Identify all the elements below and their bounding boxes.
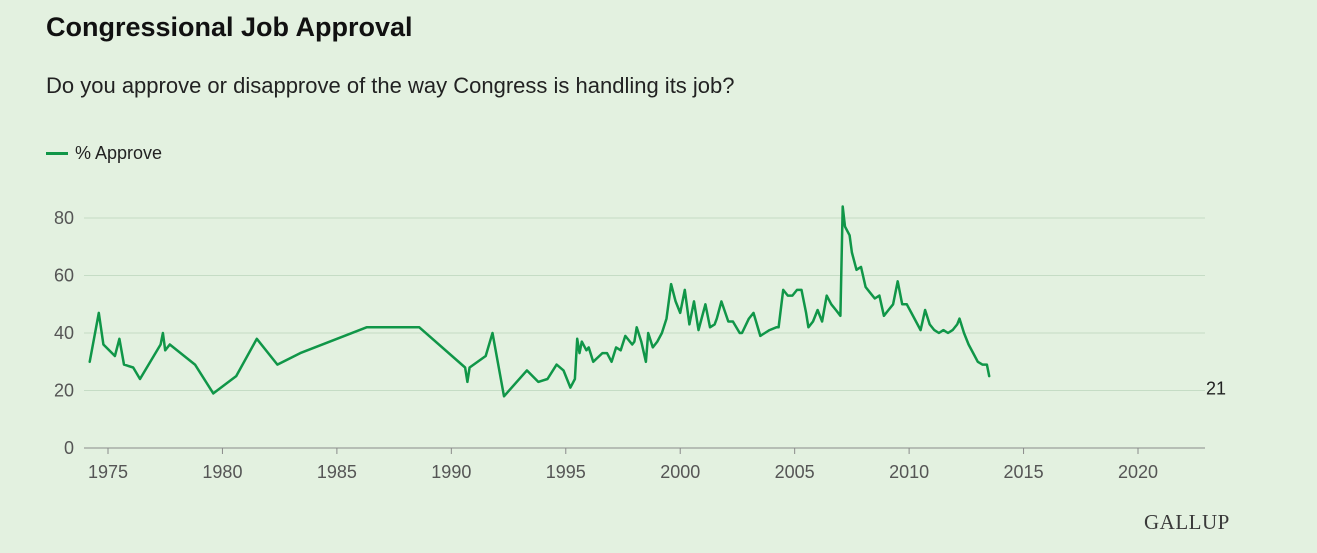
- series: [88, 205, 991, 398]
- x-tick-label: 2010: [889, 462, 929, 482]
- gallup-logo: GALLUP: [1144, 510, 1230, 534]
- chart-subtitle: Do you approve or disapprove of the way …: [46, 73, 735, 98]
- x-tick-label: 1995: [546, 462, 586, 482]
- legend: % Approve: [46, 143, 162, 164]
- y-tick-label: 40: [54, 323, 74, 343]
- x-tick-label: 2005: [775, 462, 815, 482]
- x-tick-label: 1985: [317, 462, 357, 482]
- x-tick-label: 2000: [660, 462, 700, 482]
- series-line-approve: [88, 205, 991, 398]
- legend-swatch: [46, 152, 68, 155]
- gridlines: [84, 217, 1205, 391]
- x-tick-label: 1990: [431, 462, 471, 482]
- axes: [84, 447, 1205, 454]
- y-tick-label: 0: [64, 438, 74, 458]
- labels: 0 20 40 60 80 1975 1980 1985 1990 1995 2000 2005 201…: [54, 208, 1226, 482]
- x-tick-label: 2020: [1118, 462, 1158, 482]
- x-tick-label: 1975: [88, 462, 128, 482]
- y-tick-label: 60: [54, 266, 74, 286]
- chart-title: Congressional Job Approval: [46, 12, 413, 42]
- end-value-label: 21: [1206, 379, 1226, 399]
- y-tick-label: 20: [54, 381, 74, 401]
- x-tick-label: 2015: [1004, 462, 1044, 482]
- y-tick-label: 80: [54, 208, 74, 228]
- legend-label: % Approve: [75, 143, 163, 163]
- x-tick-label: 1980: [202, 462, 242, 482]
